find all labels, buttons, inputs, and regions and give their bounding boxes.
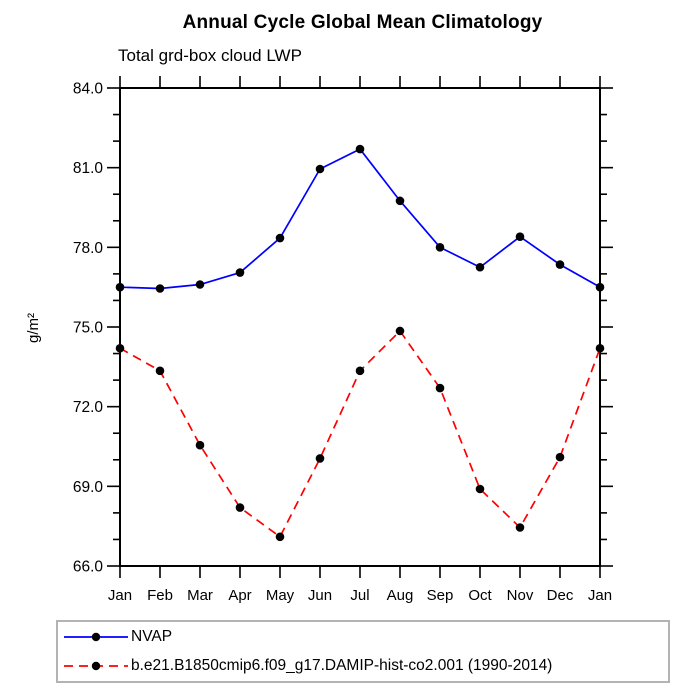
- data-point-series-0: [595, 282, 605, 292]
- model-sample-marker: [91, 661, 101, 670]
- data-point-series-1: [435, 383, 445, 393]
- x-tick-label: Nov: [507, 587, 534, 604]
- data-point-series-1: [555, 452, 565, 462]
- model-line-sample: [64, 661, 128, 670]
- series-line-0: [119, 148, 601, 290]
- x-tick-label: Oct: [468, 587, 492, 604]
- data-point-series-0: [355, 144, 365, 154]
- y-tick-label: 84.0: [73, 81, 104, 98]
- series-line-1: [119, 329, 601, 539]
- x-tick-label: Aug: [387, 587, 414, 604]
- data-point-series-0: [555, 260, 565, 269]
- x-tick-label: Mar: [187, 587, 213, 604]
- x-tick-label: Dec: [547, 587, 574, 604]
- data-point-series-1: [475, 484, 485, 494]
- legend-label-model: b.e21.B1850cmip6.f09_g17.DAMIP-hist-co2.…: [131, 656, 553, 674]
- data-point-series-0: [395, 196, 405, 206]
- data-point-series-0: [275, 233, 285, 243]
- x-tick-label: Jan: [108, 587, 132, 604]
- x-tick-label: May: [266, 587, 295, 604]
- legend-item-nvap: NVAP: [58, 622, 668, 651]
- data-point-series-0: [435, 243, 445, 252]
- legend-label-nvap: NVAP: [131, 627, 173, 645]
- data-point-series-1: [315, 454, 325, 463]
- chart-subtitle: Total grd-box cloud LWP: [118, 46, 302, 65]
- x-tick-label: Feb: [147, 587, 173, 604]
- data-point-series-1: [595, 343, 605, 353]
- data-point-series-0: [195, 280, 205, 289]
- y-tick-label: 69.0: [73, 479, 104, 496]
- data-point-series-0: [235, 268, 245, 277]
- data-point-series-0: [515, 232, 525, 242]
- y-tick-label: 66.0: [73, 559, 104, 576]
- data-point-series-0: [155, 284, 165, 293]
- legend-box: NVAP b.e21.B1850cmip6.f09_g17.DAMIP-hist…: [56, 620, 670, 683]
- y-tick-label: 81.0: [73, 160, 104, 177]
- x-tick-label: Sep: [427, 587, 454, 604]
- data-point-series-1: [395, 326, 405, 336]
- data-point-series-1: [515, 523, 525, 532]
- data-point-series-0: [315, 164, 325, 174]
- y-tick-label: 78.0: [73, 240, 104, 257]
- x-tick-label: Jan: [588, 587, 612, 604]
- data-point-series-1: [275, 532, 285, 542]
- nvap-line-sample: [64, 632, 128, 641]
- chart-title: Annual Cycle Global Mean Climatology: [182, 12, 543, 33]
- plot-area: Jan Feb Mar Apr May Jun Jul Aug Sep Oct Nov Dec Jan6…: [73, 76, 613, 604]
- data-point-series-1: [355, 366, 365, 376]
- plot-frame: [119, 87, 601, 567]
- data-point-series-1: [235, 503, 245, 512]
- x-tick-label: Jun: [308, 587, 332, 604]
- data-point-series-0: [475, 262, 485, 272]
- data-point-series-0: [115, 282, 125, 292]
- x-tick-label: Apr: [228, 587, 251, 604]
- data-point-series-1: [195, 440, 205, 450]
- y-tick-label: 75.0: [73, 320, 104, 337]
- legend-item-model: b.e21.B1850cmip6.f09_g17.DAMIP-hist-co2.…: [58, 651, 668, 680]
- x-tick-label: Jul: [350, 587, 369, 604]
- data-point-series-1: [155, 366, 165, 376]
- y-tick-label: 72.0: [73, 399, 104, 416]
- data-point-series-1: [115, 343, 125, 353]
- nvap-sample-marker: [91, 632, 101, 641]
